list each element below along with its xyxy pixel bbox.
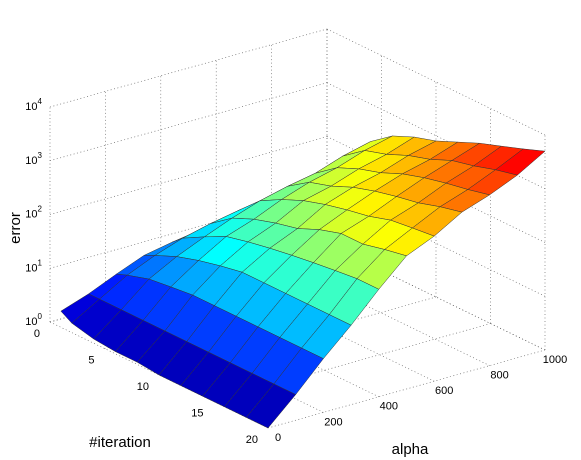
y-tick-label: 10 [137, 381, 149, 393]
x-tick-label: 1000 [543, 354, 567, 366]
y-axis-title: #iteration [89, 434, 151, 451]
z-grid-line [49, 82, 328, 162]
x-tick-label: 200 [324, 416, 342, 428]
z-grid-line [326, 28, 546, 136]
z-tick-label: 101 [25, 258, 42, 274]
z-tick-label: 104 [25, 97, 42, 113]
z-tick-label: 100 [25, 312, 42, 328]
z-axis-title: error [7, 212, 24, 244]
x-tick-label: 400 [380, 401, 398, 413]
z-tick-label: 102 [25, 205, 42, 221]
x-tick-label: 600 [435, 385, 453, 397]
z-grid-line [49, 189, 328, 269]
surface-patch [245, 383, 296, 429]
y-tick-label: 0 [34, 328, 40, 340]
x-tick-label: 800 [490, 370, 508, 382]
x-tick-label: 0 [275, 432, 281, 444]
y-grid-line [213, 323, 491, 402]
x-axis-title: alpha [392, 441, 429, 458]
z-grid-line [49, 28, 328, 108]
y-grid-line [267, 349, 546, 429]
y-tick-label: 20 [246, 434, 258, 446]
y-tick-label: 15 [191, 407, 203, 419]
z-grid-line [49, 136, 328, 215]
z-tick-label: 103 [25, 151, 42, 167]
y-tick-label: 5 [88, 354, 94, 366]
